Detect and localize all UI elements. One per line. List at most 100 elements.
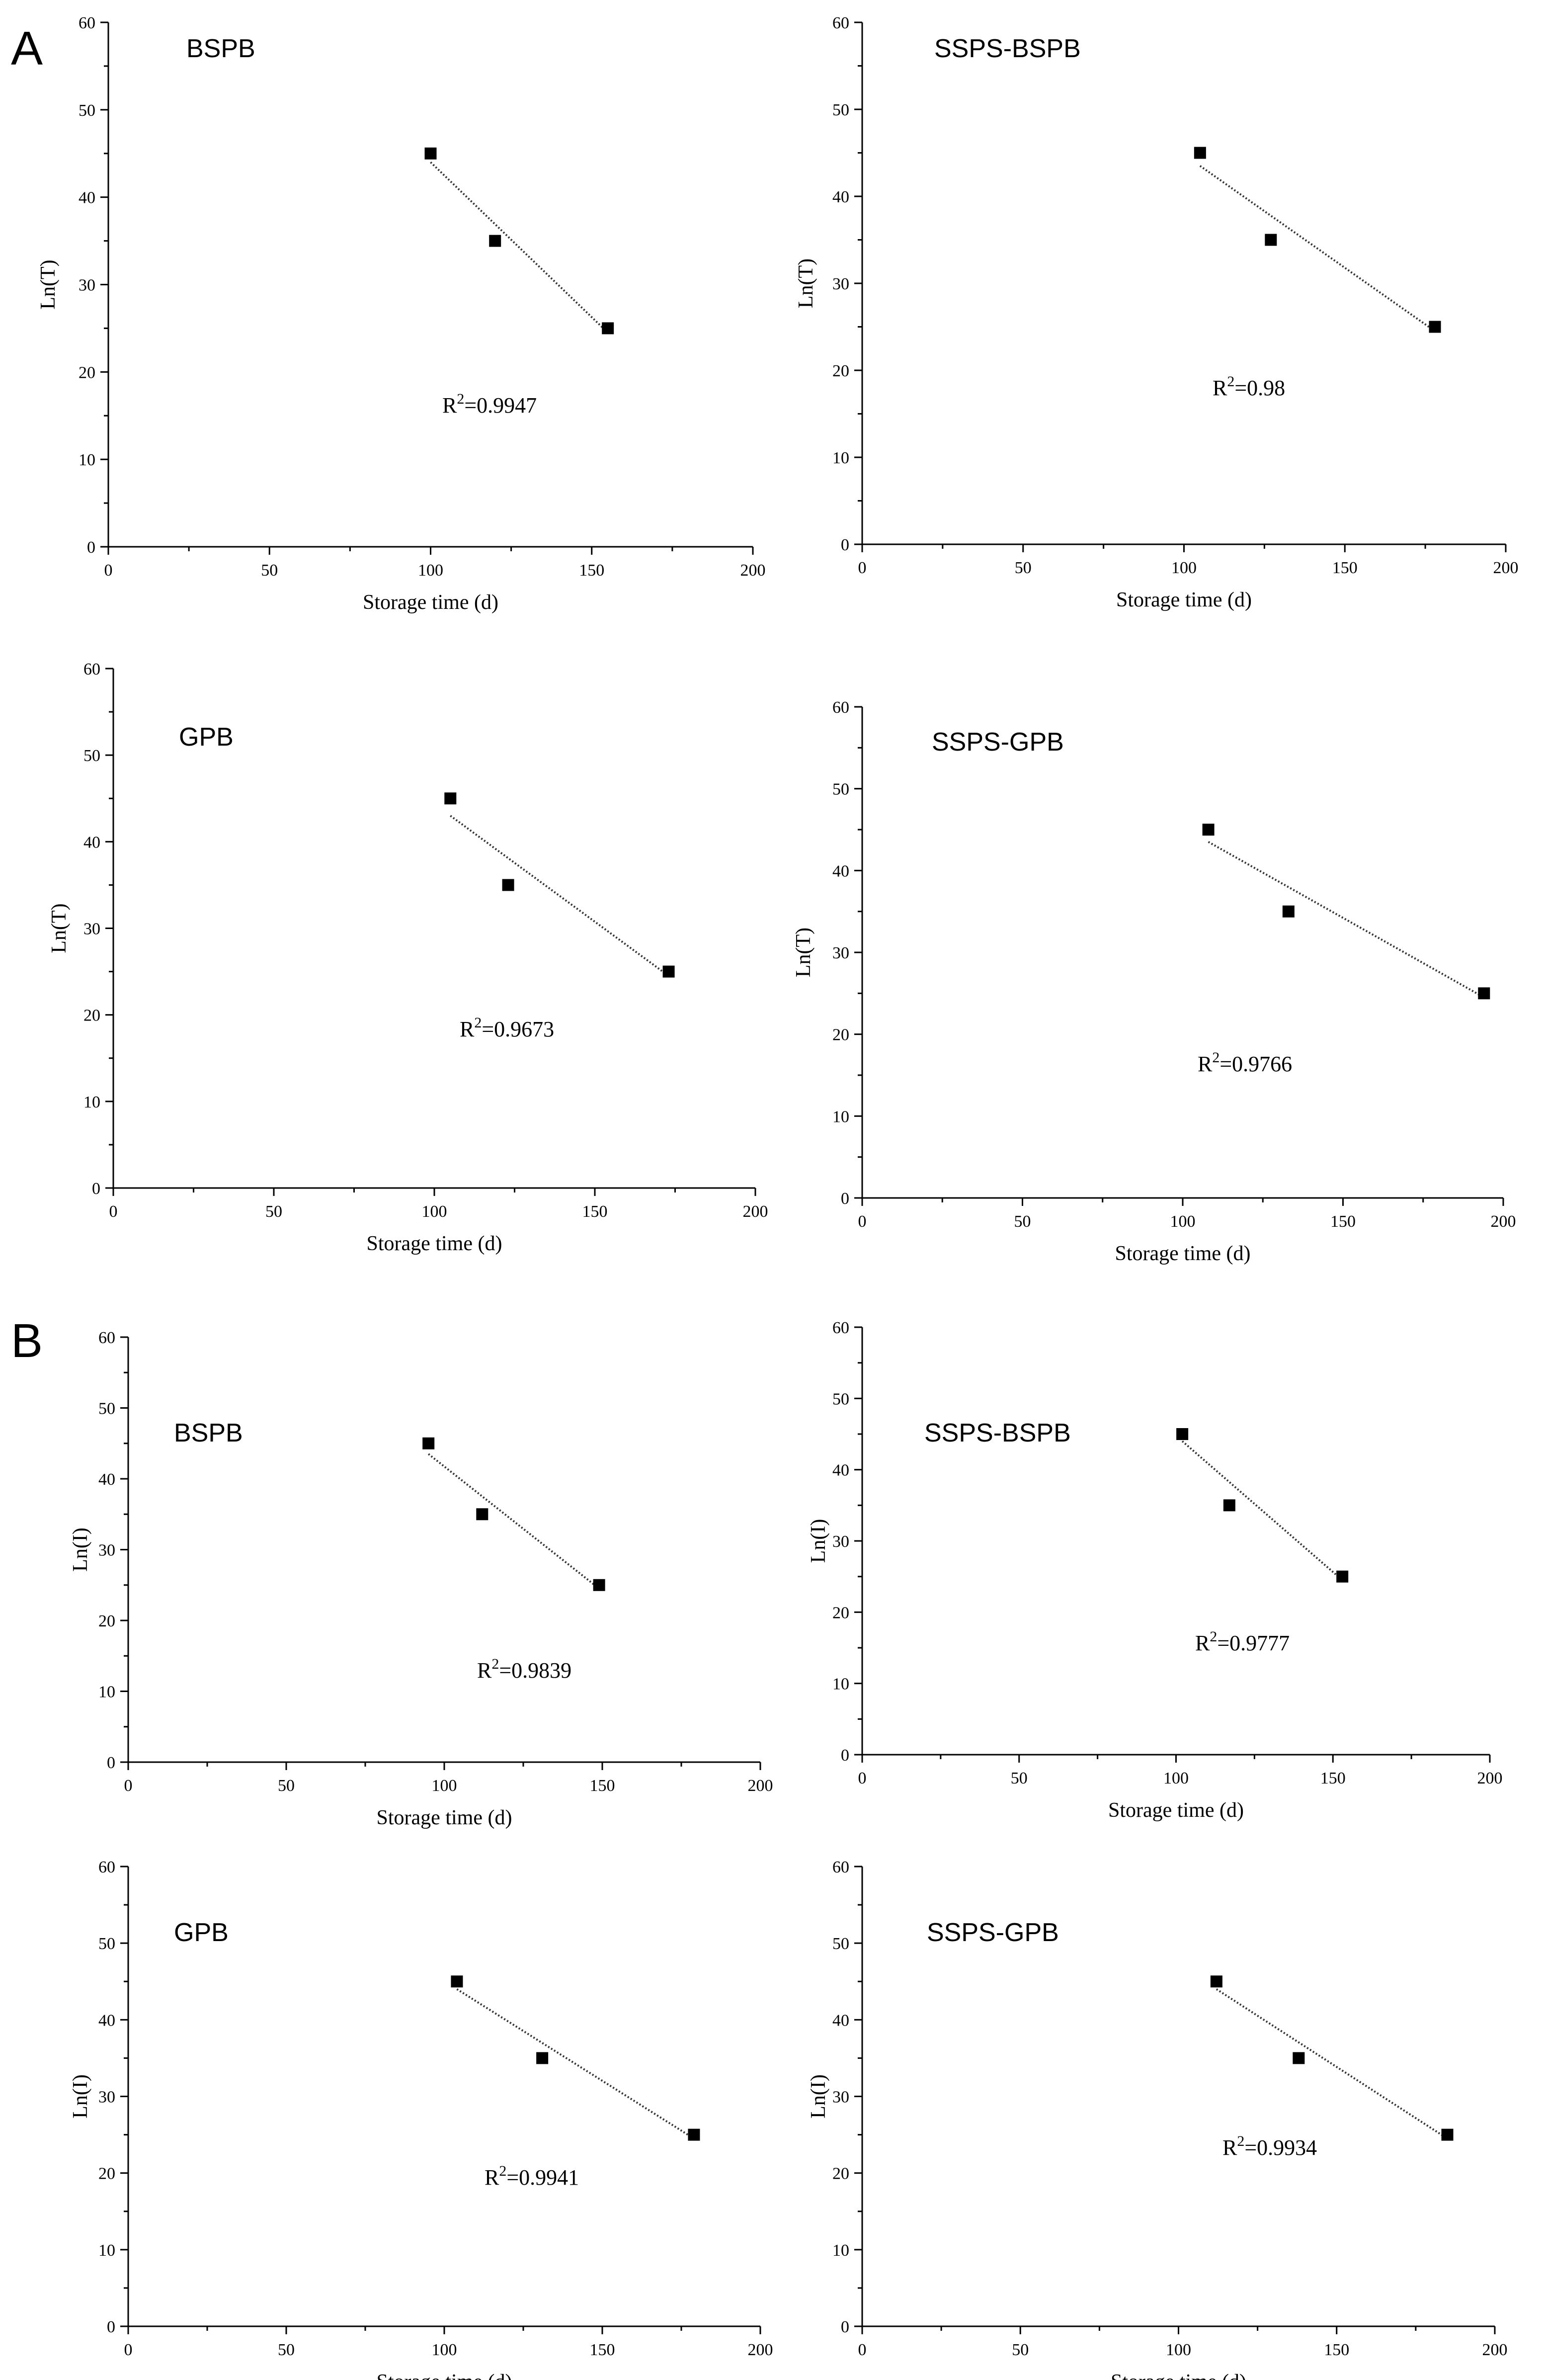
x-tick-label: 100 [1171,559,1197,577]
fit-line [427,1453,600,1590]
x-tick-label: 150 [582,1202,608,1221]
data-point [1194,147,1206,159]
y-tick-label: 50 [98,1400,115,1418]
chart-5: 0 10 20 30 40 50 60 0 50 100 150 200 Storage time (d… [69,1329,773,1829]
fit-line [1199,165,1436,332]
data-point [1429,321,1441,333]
y-tick-label: 50 [832,101,849,119]
x-axis-title: Storage time (d) [377,1806,512,1829]
y-tick-label: 10 [98,1683,115,1701]
y-tick-label: 30 [832,944,849,962]
y-tick-label: 20 [832,1026,849,1044]
chart-7: 0 10 20 30 40 50 60 0 50 100 150 200 Storage time (d… [69,1858,773,2380]
y-tick-label: 30 [832,2088,849,2107]
x-tick-label: 100 [422,1202,447,1221]
x-tick-label: 100 [1163,1769,1189,1787]
panel-letter-a: A [11,22,43,75]
y-tick-label: 0 [107,1754,115,1772]
data-point [476,1508,488,1521]
data-point [1336,1570,1349,1583]
y-axis-title: Ln(T) [37,259,60,309]
r-squared-label: R2=0.9839 [477,1656,571,1683]
x-tick-label: 0 [858,559,867,577]
x-tick-label: 100 [1170,1212,1196,1231]
fit-line [1216,1988,1448,2139]
r-squared-label: R2=0.9673 [460,1015,554,1041]
data-point [1210,1975,1222,1988]
data-point [444,792,457,805]
y-tick-label: 60 [83,660,100,679]
data-point [1176,1428,1189,1440]
y-axis-title: Ln(T) [795,258,817,308]
y-tick-label: 10 [98,2241,115,2260]
chart-title: BSPB [174,1419,243,1447]
y-tick-label: 40 [832,1461,849,1480]
x-tick-label: 50 [265,1202,282,1221]
x-tick-label: 50 [1015,559,1032,577]
chart-title: SSPS-GPB [927,1918,1059,1947]
data-point [422,1437,435,1449]
x-axis-title: Storage time (d) [1111,2371,1246,2380]
y-tick-label: 60 [98,1858,115,1876]
y-tick-label: 50 [83,747,100,765]
x-tick-label: 200 [1491,1212,1516,1231]
y-tick-label: 0 [841,1190,849,1208]
x-tick-label: 50 [278,2341,295,2359]
y-tick-label: 0 [841,536,849,554]
y-tick-label: 60 [832,1319,849,1337]
x-tick-label: 200 [748,2341,773,2359]
y-tick-label: 20 [83,1007,100,1025]
data-point [1293,2052,1305,2064]
x-tick-label: 100 [432,1777,457,1795]
y-tick-label: 50 [79,101,95,120]
chart-title: GPB [179,723,234,752]
x-tick-label: 150 [590,2341,615,2359]
y-tick-label: 60 [98,1329,115,1347]
x-tick-label: 150 [1332,559,1358,577]
y-tick-label: 50 [832,1390,849,1408]
x-axis-title: Storage time (d) [367,1232,502,1255]
chart-title: SSPS-BSPB [924,1419,1071,1447]
fit-line [1208,841,1485,999]
x-tick-label: 0 [124,1777,133,1795]
x-tick-label: 0 [858,2341,867,2359]
x-tick-label: 0 [858,1769,867,1787]
x-axis-title: Storage time (d) [1116,589,1252,611]
data-point [1265,234,1277,246]
r-squared-label: R2=0.9941 [485,2163,579,2190]
x-tick-label: 200 [1493,559,1519,577]
y-tick-label: 40 [83,833,100,851]
y-tick-label: 10 [832,1107,849,1126]
y-tick-label: 40 [79,189,95,207]
x-axis-title: Storage time (d) [1115,1242,1251,1265]
y-tick-label: 40 [98,2011,115,2030]
y-axis-title: Ln(I) [807,2074,830,2119]
x-tick-label: 150 [579,561,604,580]
y-axis-title: Ln(I) [69,2074,92,2119]
x-tick-label: 50 [1014,1212,1031,1231]
y-axis-title: Ln(T) [48,903,71,953]
y-tick-label: 30 [832,275,849,293]
chart-3: 0 10 20 30 40 50 60 0 50 100 150 200 Storage time (d… [48,660,768,1255]
chart-8: 0 10 20 30 40 50 60 0 50 100 150 200 Storage time (d… [807,1858,1508,2380]
r-squared-label: R2=0.98 [1213,373,1285,400]
y-tick-label: 50 [98,1935,115,1953]
y-tick-label: 10 [832,449,849,467]
x-tick-label: 150 [1324,2341,1349,2359]
r-squared-label: R2=0.9766 [1198,1049,1292,1076]
x-tick-label: 100 [418,561,443,580]
data-point [502,879,514,891]
y-tick-label: 60 [832,698,849,717]
x-tick-label: 200 [1482,2341,1508,2359]
x-tick-label: 50 [1011,1769,1028,1787]
y-tick-label: 10 [832,1675,849,1694]
y-tick-label: 20 [79,363,95,382]
data-point [1223,1499,1235,1512]
x-tick-label: 200 [740,561,766,580]
x-tick-label: 150 [1330,1212,1356,1231]
data-point [688,2128,700,2141]
y-tick-label: 10 [79,451,95,469]
chart-title: GPB [174,1918,229,1947]
data-point [1478,987,1490,1000]
